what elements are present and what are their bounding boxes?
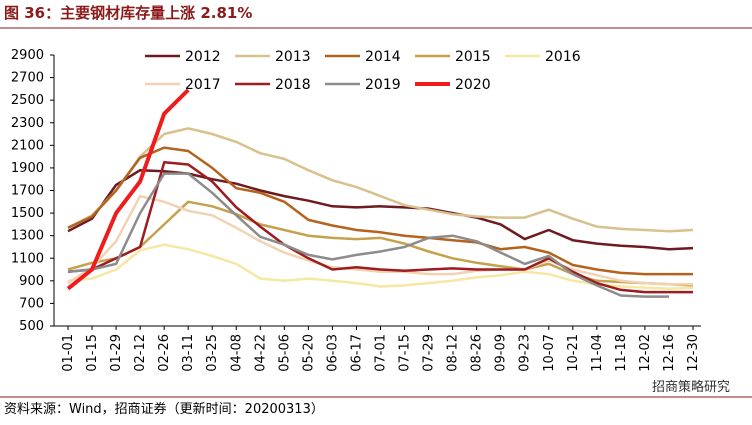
x-tick-label: 12-30 xyxy=(686,334,701,372)
y-tick-label: 2700 xyxy=(11,71,44,86)
y-tick-label: 1700 xyxy=(11,184,44,199)
x-tick-label: 09-23 xyxy=(518,334,533,372)
series-line xyxy=(67,172,669,298)
y-tick-label: 1500 xyxy=(11,206,44,221)
x-tick-label: 05-20 xyxy=(301,334,316,372)
x-tick-label: 10-07 xyxy=(542,334,557,372)
series-line xyxy=(67,146,693,276)
y-tick-label: 2300 xyxy=(11,116,44,131)
legend-label: 2018 xyxy=(275,77,311,93)
series-line xyxy=(67,127,694,233)
y-tick-label: 2100 xyxy=(11,138,44,153)
y-tick-label: 1100 xyxy=(11,251,44,266)
x-tick-label: 08-12 xyxy=(446,334,461,372)
y-tick-label: 500 xyxy=(19,319,44,334)
x-tick-label: 11-04 xyxy=(590,334,605,372)
series-line xyxy=(67,194,693,286)
x-tick-label: 01-15 xyxy=(85,334,100,372)
series-line xyxy=(66,88,190,291)
x-tick-label: 07-01 xyxy=(374,334,389,372)
x-tick-label: 08-26 xyxy=(470,334,485,372)
x-tick-label: 04-22 xyxy=(253,334,268,372)
legend-label: 2012 xyxy=(185,49,221,65)
y-tick-label: 2500 xyxy=(11,93,44,108)
legend-label: 2014 xyxy=(365,49,401,65)
x-tick-label: 12-02 xyxy=(638,334,653,372)
y-tick-label: 1300 xyxy=(11,229,44,244)
x-tick-label: 06-03 xyxy=(325,334,340,372)
source: 资料来源：Wind，招商证券（更新时间：20200313） xyxy=(4,401,324,417)
watermark: 招商策略研究 xyxy=(652,379,730,395)
x-tick-label: 01-29 xyxy=(109,334,124,372)
x-tick-label: 02-26 xyxy=(157,334,172,372)
x-tick-label: 04-08 xyxy=(229,334,244,372)
x-tick-label: 03-25 xyxy=(205,334,220,372)
x-tick-label: 09-09 xyxy=(494,334,509,372)
x-tick-label: 12-16 xyxy=(662,334,677,372)
y-tick-label: 700 xyxy=(19,296,44,311)
legend-label: 2019 xyxy=(365,77,401,93)
series-line xyxy=(67,161,693,294)
y-tick-label: 1900 xyxy=(11,161,44,176)
y-tick-label: 900 xyxy=(19,274,44,289)
legend-label: 2015 xyxy=(455,49,491,65)
x-tick-label: 02-12 xyxy=(133,334,148,372)
x-tick-label: 06-17 xyxy=(349,334,364,372)
series-line xyxy=(67,243,694,290)
x-tick-label: 03-11 xyxy=(181,334,196,372)
legend-label: 2016 xyxy=(545,49,581,65)
legend-label: 2017 xyxy=(185,77,221,93)
x-tick-label: 01-01 xyxy=(61,334,76,372)
x-tick-label: 11-18 xyxy=(614,334,629,372)
x-tick-label: 05-06 xyxy=(277,334,292,372)
x-tick-label: 07-15 xyxy=(398,334,413,372)
legend-label: 2013 xyxy=(275,49,311,65)
chart-title: 图 36：主要钢材库存量上涨 2.81% xyxy=(4,4,252,22)
x-tick-label: 10-21 xyxy=(566,334,581,372)
legend-label: 2020 xyxy=(455,77,491,93)
y-tick-label: 2900 xyxy=(11,48,44,63)
series-line xyxy=(67,168,694,251)
x-tick-label: 07-29 xyxy=(422,334,437,372)
